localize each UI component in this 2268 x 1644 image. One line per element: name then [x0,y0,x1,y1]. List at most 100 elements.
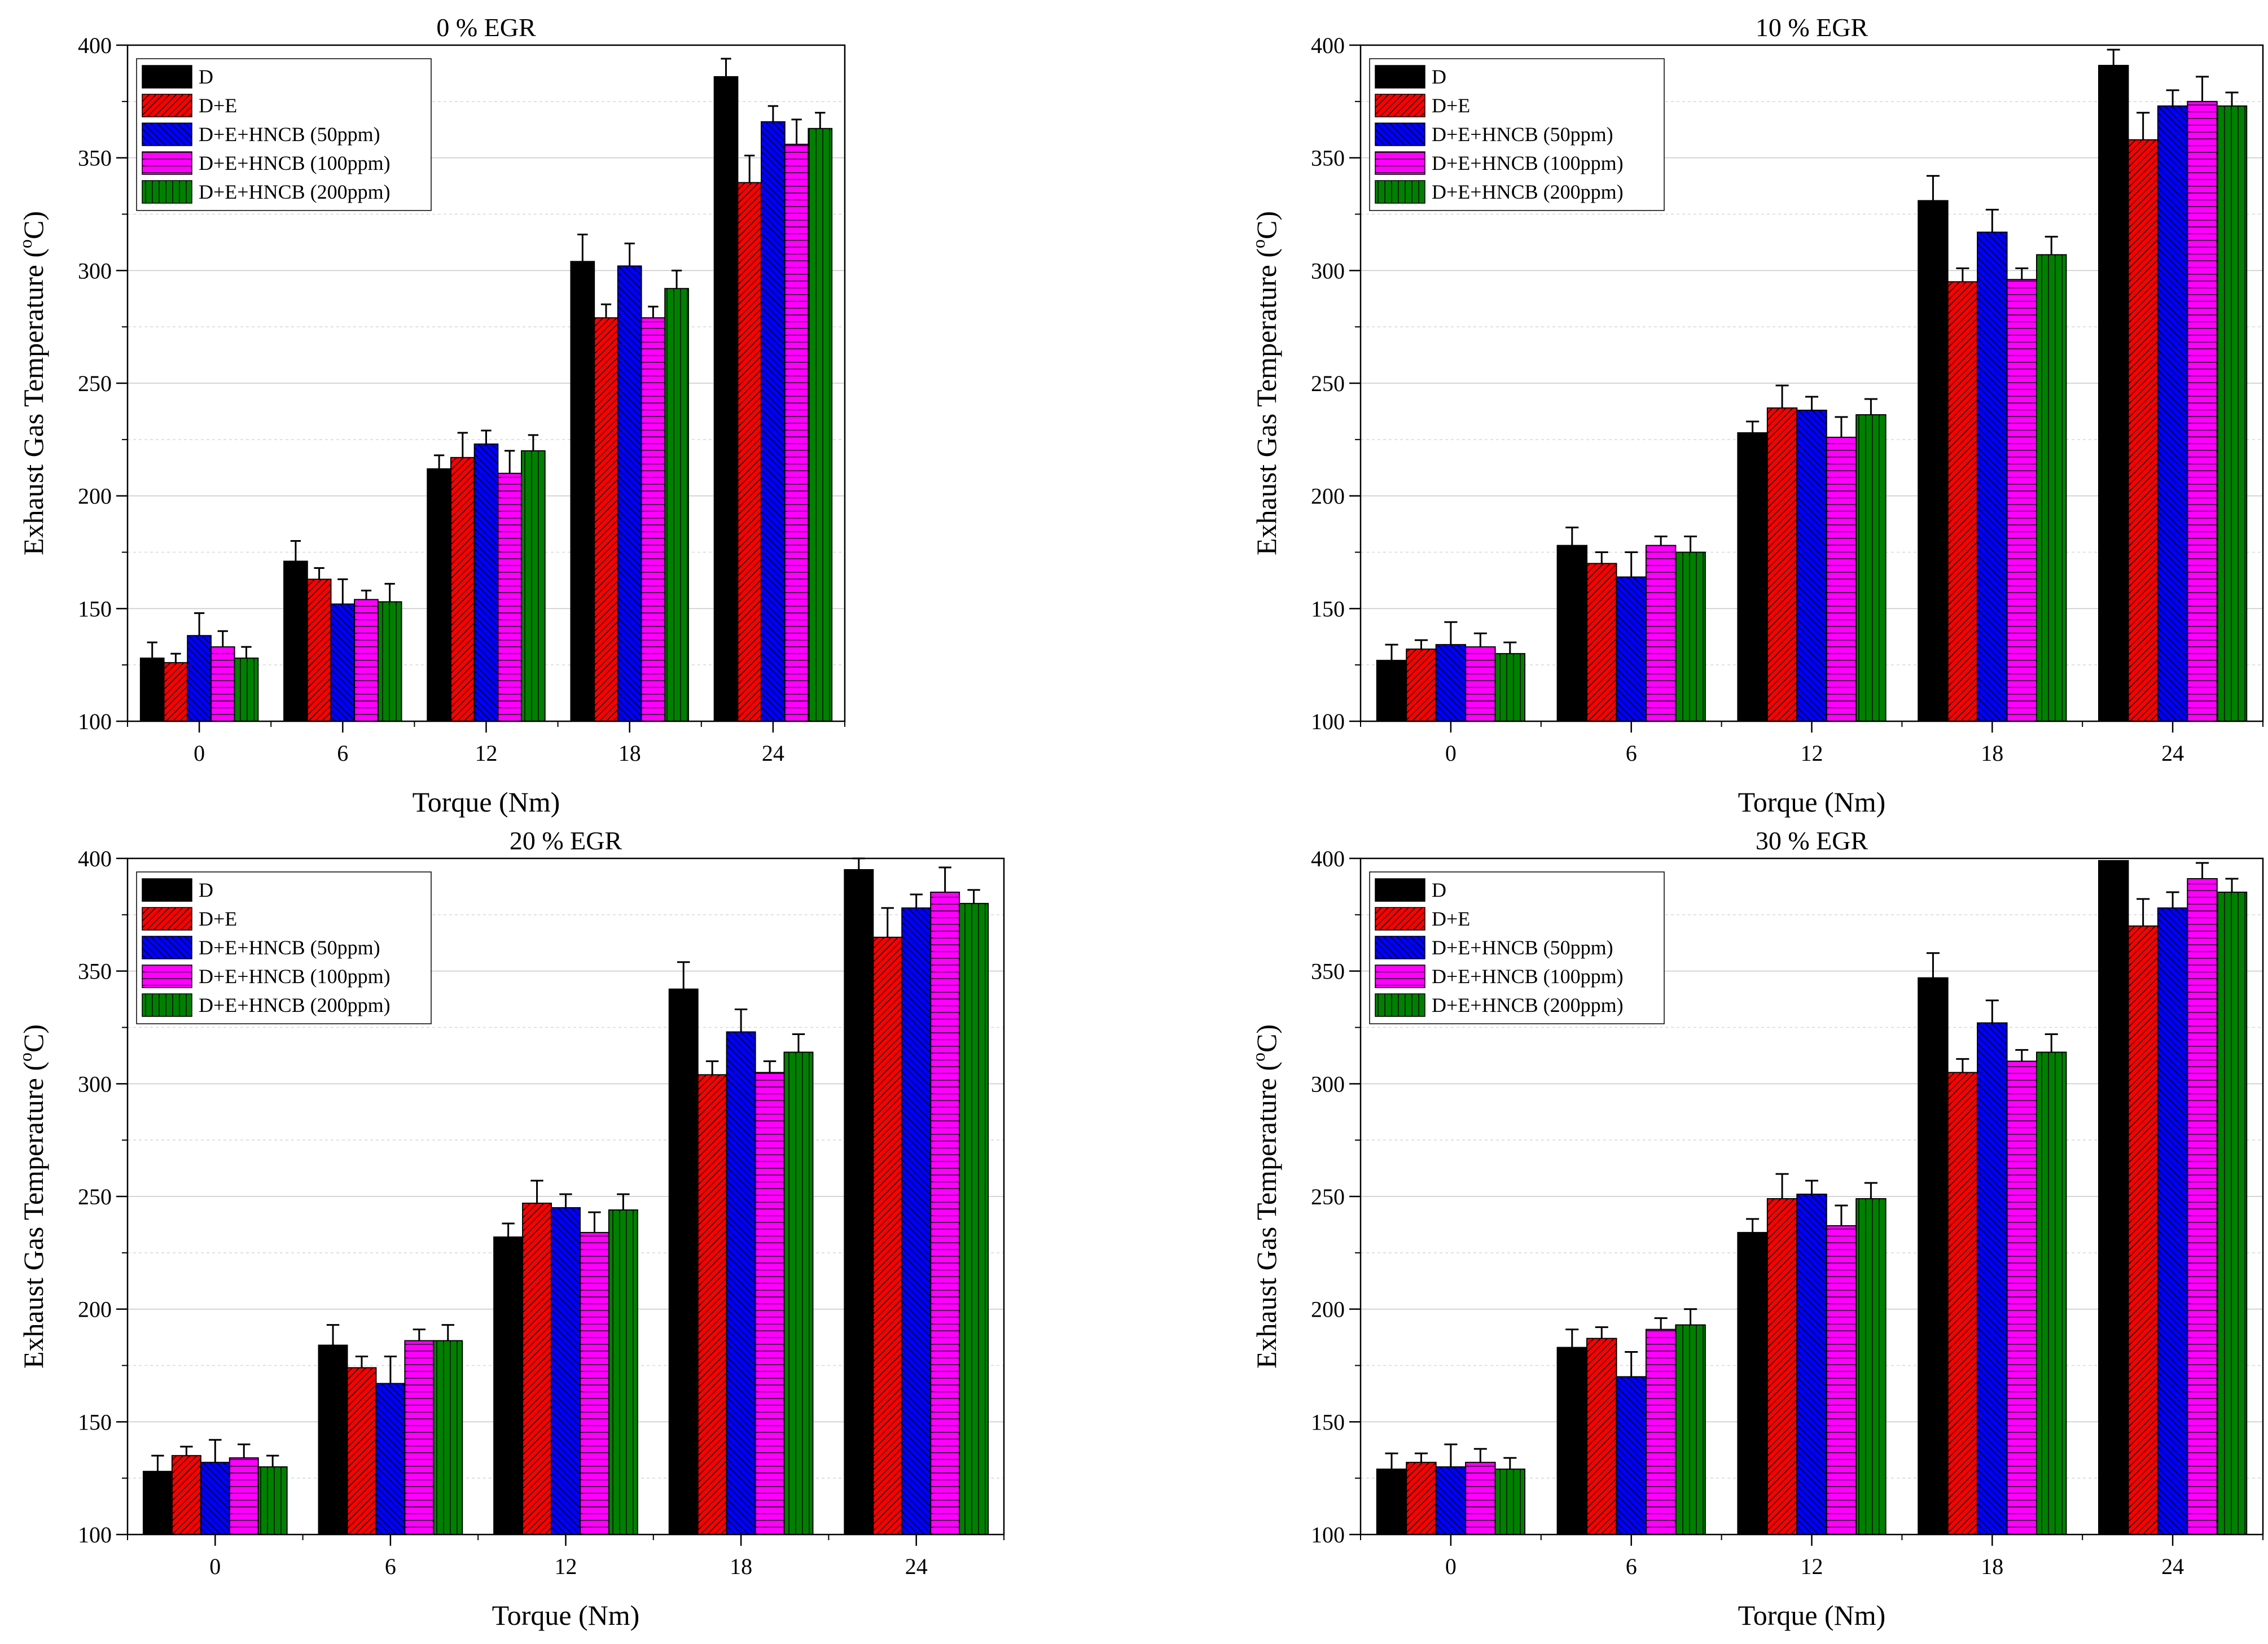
y-tick-label: 100 [1311,1522,1345,1547]
x-tick-label: 0 [1445,740,1457,766]
legend-swatch [1375,65,1425,89]
legend-swatch [1375,965,1425,988]
y-tick-label: 200 [1311,1297,1345,1322]
bar-d-e-hncb-50ppm--12 [551,1207,581,1535]
legend-swatch [142,878,192,902]
x-tick-label: 18 [618,740,641,766]
legend-swatch [1375,993,1425,1017]
bar-d-e-0 [1406,1462,1437,1536]
legend-swatch [142,151,192,175]
bar-d-e-12 [522,1202,552,1535]
chart-title: 20 % EGR [510,826,622,855]
legend-label: D+E [1432,908,1470,930]
x-tick-label: 0 [194,740,205,766]
x-axis-label: Torque (Nm) [492,1599,640,1631]
bar-d-e-hncb-200ppm--24 [808,128,833,722]
bar-d-e-hncb-100ppm--12 [497,472,523,722]
bar-d-e-hncb-200ppm--12 [1855,1198,1887,1536]
x-tick-label: 0 [209,1554,221,1579]
chart-panel-2: 100 150 200 250 300 350 400 0 6 12 18 24 20 % EGR Tor… [15,826,1005,1631]
bar-d-e-hncb-200ppm--6 [433,1340,463,1535]
bar-d-e-18 [697,1074,727,1535]
legend-label: D [199,65,213,88]
bar-d-e-24 [2127,139,2159,722]
x-tick-label: 12 [1801,1554,1823,1579]
chart-panel-1: 100 150 200 250 300 350 400 0 6 12 18 24 10 % EGR Tor… [1248,13,2264,818]
x-axis-label: Torque (Nm) [413,786,560,818]
bar-d-e-0 [171,1455,201,1536]
legend-label: D+E [199,94,237,117]
y-tick-label: 150 [78,1409,112,1435]
legend-swatch [142,907,192,931]
bar-d-e-hncb-100ppm--6 [354,599,379,722]
legend-swatch [1375,907,1425,931]
y-axis-label: Exhaust Gas Temperature (oC) [1248,211,1282,555]
legend-swatch [142,180,192,204]
chart-panel-3: 100 150 200 250 300 350 400 0 6 12 18 24 30 % EGR Tor… [1248,826,2264,1631]
bar-d-e-hncb-200ppm--12 [608,1209,638,1535]
bar-d-e-hncb-50ppm--6 [330,603,356,722]
bar-d-e-6 [1586,563,1617,722]
chart-title: 0 % EGR [436,13,536,42]
y-tick-label: 350 [1311,146,1345,171]
bar-d-e-hncb-200ppm--0 [257,1466,288,1535]
bar-d-e-hncb-200ppm--0 [234,657,259,722]
y-tick-label: 250 [78,371,112,396]
bar-d-e-hncb-50ppm--12 [1796,409,1827,722]
bar-d-e-hncb-100ppm--12 [579,1231,609,1535]
bar-d-e-hncb-100ppm--6 [404,1340,435,1535]
legend-swatch [142,965,192,988]
y-tick-label: 350 [1311,959,1345,984]
legend-swatch [142,65,192,89]
legend-swatch [142,122,192,146]
y-axis-label: Exhaust Gas Temperature (oC) [15,1024,49,1369]
bar-d-e-hncb-100ppm--0 [210,646,235,722]
x-tick-label: 18 [1981,1554,2003,1579]
legend-label: D+E+HNCB (200ppm) [1432,181,1624,203]
bar-d-e-hncb-200ppm--18 [783,1051,814,1535]
bar-d-12 [427,468,451,722]
legend-label: D+E+HNCB (100ppm) [1432,152,1624,174]
bar-d-e-6 [306,578,332,722]
legend-label: D+E+HNCB (100ppm) [199,152,391,174]
bar-d-e-hncb-100ppm--24 [2187,100,2218,722]
x-tick-label: 6 [1626,1554,1637,1579]
x-tick-label: 12 [1801,740,1823,766]
bar-d-e-hncb-200ppm--6 [377,601,402,722]
bar-d-e-hncb-200ppm--18 [2036,254,2067,722]
bar-d-6 [1556,1347,1588,1535]
bar-d-0 [139,657,165,722]
x-tick-label: 18 [730,1554,752,1579]
bar-d-e-0 [1406,648,1437,722]
chart-title: 30 % EGR [1756,826,1868,855]
x-tick-label: 24 [905,1554,928,1579]
bar-d-e-hncb-50ppm--24 [2157,105,2188,722]
legend-swatch [1375,936,1425,959]
bar-d-e-hncb-200ppm--12 [521,450,546,722]
bar-d-18 [570,261,595,722]
bar-d-e-24 [737,182,762,722]
y-tick-label: 300 [1311,258,1345,283]
legend-swatch [1375,122,1425,146]
y-tick-label: 350 [78,146,112,171]
bar-d-e-24 [872,936,903,1535]
x-tick-label: 18 [1981,740,2003,766]
legend-swatch [142,94,192,117]
x-tick-label: 6 [385,1554,396,1579]
y-tick-label: 200 [1311,484,1345,509]
legend-label: D+E+HNCB (200ppm) [199,181,391,203]
legend-swatch [1375,151,1425,175]
legend-swatch [142,936,192,959]
bar-d-12 [1737,1231,1768,1535]
bar-d-12 [1737,432,1768,722]
bar-d-6 [1556,545,1588,722]
bar-d-e-hncb-100ppm--12 [1826,436,1857,722]
legend-label: D+E+HNCB (50ppm) [1432,936,1613,959]
y-tick-label: 250 [78,1184,112,1209]
bar-d-e-12 [450,457,475,722]
x-tick-label: 24 [762,740,784,766]
bar-d-e-24 [2127,925,2159,1535]
bar-d-e-hncb-50ppm--0 [200,1462,230,1536]
legend-swatch [1375,94,1425,117]
legend-label: D+E [199,908,237,930]
